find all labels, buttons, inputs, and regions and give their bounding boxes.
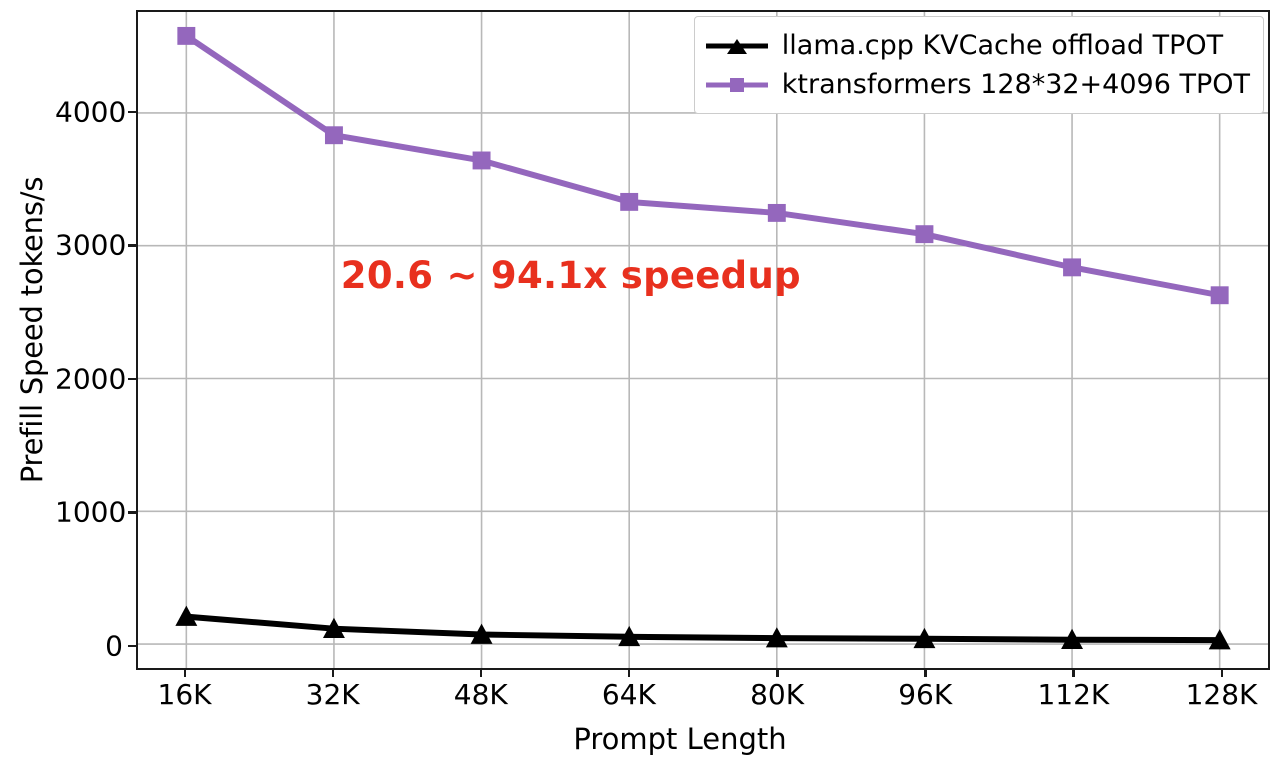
y-tick-mark <box>128 244 137 247</box>
series-layer <box>175 26 1231 650</box>
data-point-triangle[interactable] <box>470 623 493 644</box>
data-point-square[interactable] <box>915 225 934 244</box>
series-line-1 <box>183 32 1223 299</box>
x-tick-label: 16K <box>157 678 212 711</box>
legend-swatch-black <box>705 34 768 58</box>
speedup-annotation: 20.6 ~ 94.1x speedup <box>340 253 801 297</box>
y-tick-label: 1000 <box>55 495 127 529</box>
x-tick-mark <box>776 668 779 677</box>
x-tick-label: 64K <box>601 678 656 711</box>
legend-item-ktransformers[interactable]: ktransformers 128*32+4096 TPOT <box>705 65 1250 104</box>
x-tick-label: 80K <box>750 678 805 711</box>
y-tick-mark <box>128 644 137 648</box>
data-point-square[interactable] <box>1063 258 1082 277</box>
legend-label-ktransformers: ktransformers 128*32+4096 TPOT <box>781 69 1250 100</box>
x-tick-mark <box>924 668 927 677</box>
x-tick-mark <box>183 668 186 677</box>
data-point-triangle[interactable] <box>322 617 345 638</box>
x-tick-label: 48K <box>453 678 508 711</box>
legend-label-llama-cpp: llama.cpp KVCache offload TPOT <box>781 30 1224 61</box>
series-line-0 <box>183 613 1223 644</box>
y-tick-label: 3000 <box>55 228 127 262</box>
x-tick-mark <box>1072 668 1075 677</box>
y-tick-label: 4000 <box>55 95 127 129</box>
x-tick-mark <box>479 668 483 677</box>
data-point-square[interactable] <box>767 203 786 222</box>
plot-area <box>136 10 1270 670</box>
data-point-square[interactable] <box>472 151 491 170</box>
triangle-marker-icon <box>726 38 747 54</box>
data-point-triangle[interactable] <box>175 605 198 626</box>
x-axis-label: Prompt Length <box>573 722 787 756</box>
data-point-square[interactable] <box>620 192 639 211</box>
data-point-square[interactable] <box>324 126 343 145</box>
x-tick-label: 32K <box>305 678 360 711</box>
y-tick-label: 2000 <box>55 362 127 396</box>
x-tick-label: 112K <box>1037 678 1110 711</box>
legend-swatch-purple <box>705 73 768 97</box>
data-point-square[interactable] <box>1210 286 1229 305</box>
data-point-triangle[interactable] <box>913 627 936 649</box>
x-tick-mark <box>1220 668 1223 677</box>
y-tick-label: 0 <box>105 629 123 663</box>
square-marker-icon <box>729 77 744 92</box>
x-tick-mark <box>331 668 335 677</box>
data-point-triangle[interactable] <box>1208 629 1231 650</box>
data-point-triangle[interactable] <box>765 627 788 648</box>
gridlines <box>138 12 1268 668</box>
y-tick-mark <box>128 511 137 514</box>
plot-canvas <box>138 12 1268 668</box>
chart-legend[interactable]: llama.cpp KVCache offload TPOT ktransfor… <box>693 16 1264 114</box>
y-tick-mark <box>128 377 137 381</box>
x-tick-mark <box>627 668 631 677</box>
data-point-triangle[interactable] <box>1061 628 1084 650</box>
data-point-triangle[interactable] <box>618 625 641 647</box>
data-point-square[interactable] <box>177 26 196 45</box>
y-tick-mark <box>128 110 137 114</box>
x-tick-label: 96K <box>898 678 953 711</box>
x-tick-label: 128K <box>1185 678 1258 711</box>
legend-item-llama-cpp[interactable]: llama.cpp KVCache offload TPOT <box>705 26 1250 65</box>
y-axis-label: Prefill Speed tokens/s <box>15 176 49 484</box>
